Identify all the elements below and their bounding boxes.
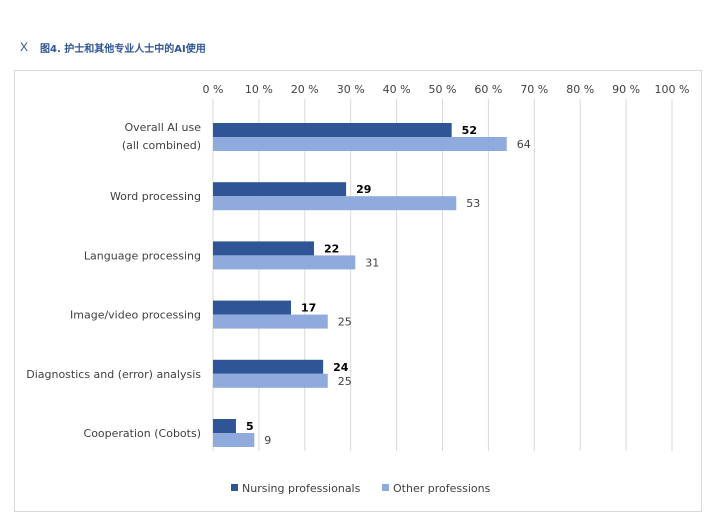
x-tick-label: 80 % — [566, 83, 594, 96]
category-label: Image/video processing — [70, 309, 201, 322]
category-label: Overall AI use — [124, 121, 201, 134]
close-icon[interactable]: X — [20, 40, 29, 54]
data-label-nursing: 29 — [356, 183, 371, 196]
bar-nursing — [213, 300, 292, 315]
x-tick-label: 60 % — [474, 83, 502, 96]
data-label-nursing: 24 — [333, 361, 349, 374]
data-label-other: 31 — [365, 256, 379, 269]
bar-other — [213, 314, 328, 329]
data-label-other: 25 — [338, 375, 352, 388]
bar-other — [213, 196, 457, 211]
bar-nursing — [213, 241, 314, 256]
figure-title: 图4. 护士和其他专业人士中的AI使用 — [40, 43, 206, 55]
x-tick-label: 10 % — [245, 83, 273, 96]
figure-header: X 图4. 护士和其他专业人士中的AI使用 — [20, 40, 206, 55]
legend-swatch-nursing — [231, 484, 238, 491]
data-label-other: 64 — [517, 138, 531, 151]
data-label-other: 25 — [338, 316, 352, 329]
legend-swatch-other — [382, 484, 389, 491]
x-tick-label: 100 % — [655, 83, 690, 96]
category-label: Cooperation (Cobots) — [84, 427, 201, 440]
category-label: Language processing — [84, 249, 201, 262]
bar-nursing — [213, 123, 452, 137]
data-label-nursing: 17 — [301, 302, 316, 315]
data-label-nursing: 22 — [324, 242, 339, 255]
bar-nursing — [213, 419, 236, 433]
x-tick-label: 0 % — [203, 83, 224, 96]
bar-other — [213, 373, 328, 388]
data-label-other: 53 — [466, 197, 480, 210]
data-label-nursing: 5 — [246, 420, 254, 433]
x-tick-label: 50 % — [429, 83, 457, 96]
bar-nursing — [213, 182, 347, 197]
x-tick-label: 90 % — [612, 83, 640, 96]
bar-other — [213, 433, 255, 447]
legend-label-nursing: Nursing professionals — [242, 482, 361, 495]
data-label-other: 9 — [264, 434, 271, 447]
category-label: Word processing — [110, 190, 201, 203]
x-tick-label: 20 % — [291, 83, 319, 96]
bar-nursing — [213, 359, 324, 374]
data-label-nursing: 52 — [462, 124, 477, 137]
category-label: Diagnostics and (error) analysis — [26, 368, 201, 381]
legend-label-other: Other professions — [393, 482, 491, 495]
category-label: (all combined) — [122, 139, 201, 152]
x-tick-label: 40 % — [383, 83, 411, 96]
x-tick-label: 70 % — [520, 83, 548, 96]
chart-frame: 0 % 10 % 20 % 30 % 40 % 50 % 60 % 70 % 80 % 90 % 1… — [14, 70, 702, 512]
x-tick-label: 30 % — [337, 83, 365, 96]
bar-other — [213, 137, 507, 151]
bar-other — [213, 255, 356, 270]
bar-chart: 0 % 10 % 20 % 30 % 40 % 50 % 60 % 70 % 80 % 90 % 1… — [26, 83, 690, 495]
